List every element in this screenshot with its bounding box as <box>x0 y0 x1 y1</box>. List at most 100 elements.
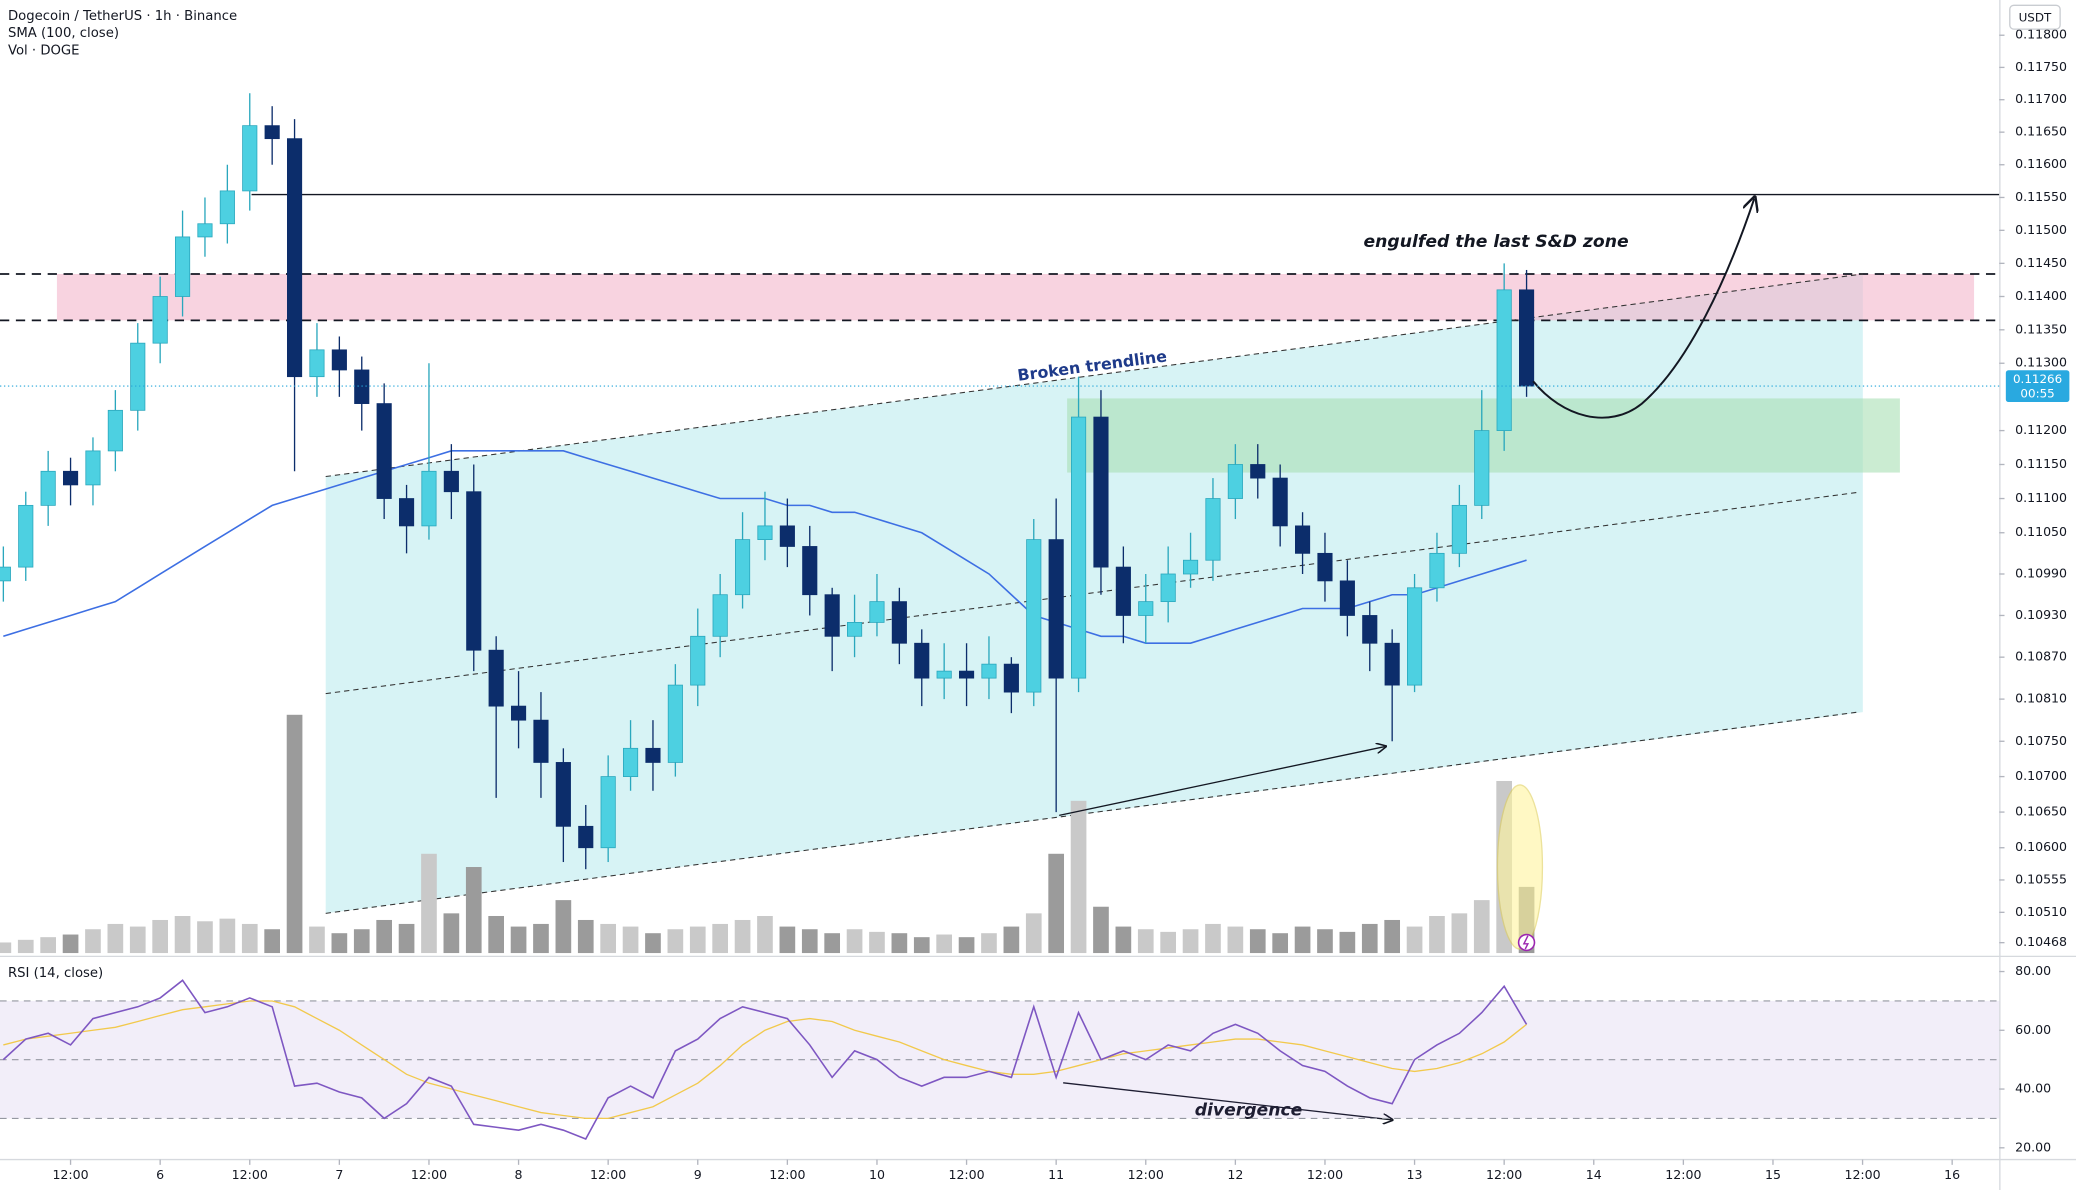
y-tick-label: 0.10468 <box>2015 934 2067 949</box>
candle-body <box>1250 464 1266 479</box>
candle-body <box>510 705 527 721</box>
y-tick-label: 0.10600 <box>2015 839 2067 854</box>
x-tick-label: 12:00 <box>590 1167 626 1182</box>
candle-body <box>1451 504 1467 554</box>
projection-arrow <box>1532 199 1754 419</box>
volume-bar <box>1182 929 1199 954</box>
candle-body <box>1160 573 1176 603</box>
volume-bar <box>981 933 997 954</box>
annotation: divergence <box>1195 1101 1303 1121</box>
volume-bar <box>510 926 527 954</box>
low-arrow <box>1059 747 1385 817</box>
x-tick-label: 12:00 <box>1665 1167 1701 1182</box>
candle-body <box>1362 615 1378 644</box>
trendline <box>325 711 1858 914</box>
candle-body <box>466 491 482 651</box>
volume-bar <box>869 931 885 954</box>
volume-bar <box>1272 933 1289 954</box>
candle-body <box>0 566 11 582</box>
candle-body <box>1003 663 1019 693</box>
y-tick-label: 0.10750 <box>2015 733 2067 748</box>
x-tick-label: 12:00 <box>948 1167 984 1182</box>
candle-body <box>824 594 840 637</box>
volume-bar <box>891 933 908 954</box>
volume-bar <box>1249 929 1266 954</box>
x-tick-label: 12:00 <box>1486 1167 1522 1182</box>
y-tick-label: 0.11200 <box>2015 422 2067 437</box>
event-icon[interactable] <box>1517 933 1536 952</box>
volume-bar <box>555 900 572 954</box>
volume-bar <box>129 926 146 954</box>
volume-bar <box>1227 926 1244 954</box>
volume-bar <box>1294 926 1311 954</box>
x-tick-label: 7 <box>335 1167 343 1182</box>
x-tick-label: 12:00 <box>52 1167 88 1182</box>
volume-bar <box>264 929 281 954</box>
candle-body <box>62 470 79 486</box>
currency[interactable]: USDT <box>2019 10 2052 24</box>
candle-body <box>1384 642 1400 686</box>
volume-bar <box>1137 929 1154 954</box>
volume-bar <box>40 937 57 954</box>
candle-body <box>107 409 123 452</box>
volume-bar <box>689 926 706 954</box>
y-tick-label: 0.11550 <box>2015 189 2067 204</box>
volume-bar <box>1003 926 1020 954</box>
volume-bar <box>958 937 975 954</box>
candle-body <box>1429 552 1445 589</box>
y-tick-label: 0.11100 <box>2015 490 2067 505</box>
volume-bar <box>465 867 482 954</box>
volume-bar <box>219 918 236 954</box>
volume-bar <box>421 853 437 954</box>
x-tick-label: 11 <box>1048 1167 1064 1182</box>
volume-bar <box>757 915 773 954</box>
candle-body <box>1519 289 1535 387</box>
candle-body <box>1272 477 1288 527</box>
x-tick-label: 12:00 <box>411 1167 447 1182</box>
candle-body <box>914 642 930 679</box>
volume-bar <box>1205 923 1221 954</box>
candle-body <box>600 776 616 849</box>
x-tick-label: 12:00 <box>769 1167 805 1182</box>
trendline <box>325 491 1858 695</box>
candle-body <box>398 498 415 527</box>
candle-body <box>376 403 392 499</box>
candle-body <box>264 125 280 140</box>
volume-bar <box>286 714 303 954</box>
volume-bar <box>152 919 169 954</box>
volume-bar <box>0 942 12 954</box>
y-tick-label: 0.10510 <box>2015 904 2067 919</box>
candle-body <box>1205 498 1221 561</box>
annotation: engulfed the last S&D zone <box>1364 232 1629 252</box>
volume-bar <box>1317 929 1333 954</box>
y-tick-label: 0.11800 <box>2015 27 2067 42</box>
candle-body <box>152 296 168 344</box>
x-tick-label: 12:00 <box>1844 1167 1880 1182</box>
candle-body <box>286 138 303 378</box>
volume-bar <box>936 934 953 954</box>
candle-body <box>1339 580 1355 616</box>
y-tick-label: 0.10700 <box>2015 768 2067 783</box>
x-tick-label: 15 <box>1765 1167 1781 1182</box>
y-tick-label: 60.00 <box>2015 1022 2051 1037</box>
y-tick-label: 0.11050 <box>2015 524 2067 539</box>
chart-title: Dogecoin / TetherUS · 1h · Binance <box>8 9 237 24</box>
candle-body <box>869 601 885 623</box>
y-tick-label: 0.10555 <box>2015 871 2067 886</box>
volume-bar <box>667 929 684 954</box>
event-icon-bolt <box>1522 935 1530 950</box>
rsi-line <box>2 979 1528 1141</box>
y-tick-label: 0.11300 <box>2015 355 2067 370</box>
indicator-name: Vol · DOGE <box>8 43 80 58</box>
candle-body <box>85 450 101 486</box>
currency-button[interactable] <box>2009 4 2061 30</box>
candle-body <box>802 546 818 596</box>
candle-body <box>219 190 235 225</box>
candle-body <box>40 470 56 506</box>
candle-body <box>1048 539 1064 679</box>
volume-bar <box>1025 913 1042 954</box>
x-tick-label: 9 <box>694 1167 702 1182</box>
volume-bar <box>1361 923 1378 954</box>
